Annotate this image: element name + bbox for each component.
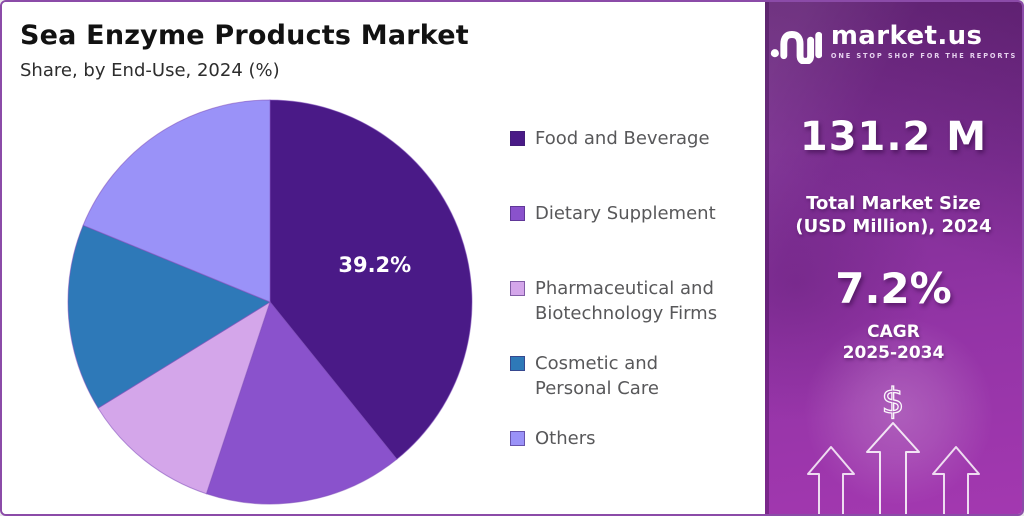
legend-swatch — [510, 356, 525, 371]
legend-label: Dietary Supplement — [535, 203, 716, 224]
pie-slice-4 — [67, 224, 272, 409]
chart-area: Sea Enzyme Products Market Share, by End… — [2, 2, 765, 514]
pie-slice-5 — [82, 99, 271, 303]
cagr-value: 7.2% — [835, 264, 952, 313]
market-size-label-line2: (USD Million), 2024 — [795, 216, 992, 237]
legend-label: Food and Beverage — [535, 128, 710, 149]
brand-text-block: market.us ONE STOP SHOP FOR THE REPORTS — [831, 22, 1017, 60]
marketus-logo-icon — [770, 31, 822, 64]
market-size-value: 131.2 M — [799, 114, 988, 160]
brand-name: market.us — [830, 21, 983, 51]
dollar-icon: $ — [882, 381, 905, 422]
legend-item-3: Pharmaceutical and Biotechnology Firms — [510, 276, 717, 326]
growth-arrows-icon: $ — [807, 380, 980, 514]
brand-logo: market.us ONE STOP SHOP FOR THE REPORTS — [765, 18, 1022, 64]
pie-slice-2 — [205, 300, 398, 505]
page-subtitle: Share, by End-Use, 2024 (%) — [20, 60, 280, 81]
market-size-label: Total Market Size (USD Million), 2024 — [765, 192, 1022, 238]
pie-chart: 39.2% — [67, 99, 473, 505]
pie-data-label: 39.2% — [338, 253, 411, 277]
legend-swatch — [510, 281, 525, 296]
page-title: Sea Enzyme Products Market — [20, 20, 469, 51]
brand-tagline: ONE STOP SHOP FOR THE REPORTS — [830, 52, 1018, 60]
pie-slice-3 — [97, 300, 271, 495]
cagr-label-line2: 2025-2034 — [842, 343, 945, 363]
legend-swatch — [510, 431, 525, 446]
chart-header: Sea Enzyme Products Market Share, by End… — [20, 20, 469, 81]
cagr-label-line1: CAGR — [867, 322, 920, 342]
legend-label: Others — [535, 428, 596, 449]
market-size-label-line1: Total Market Size — [806, 193, 981, 214]
pie-slice-1 — [269, 99, 473, 460]
legend-item-1: Food and Beverage — [510, 126, 710, 151]
legend-label: Pharmaceutical and Biotechnology Firms — [535, 278, 718, 324]
cagr-label: CAGR 2025-2034 — [765, 322, 1022, 364]
legend-item-5: Others — [510, 426, 596, 451]
legend-swatch — [510, 206, 525, 221]
legend-item-2: Dietary Supplement — [510, 201, 716, 226]
brand-sidebar: market.us ONE STOP SHOP FOR THE REPORTS … — [765, 2, 1022, 514]
legend-label: Cosmetic and Personal Care — [535, 353, 659, 399]
legend-item-4: Cosmetic and Personal Care — [510, 351, 659, 401]
legend-swatch — [510, 131, 525, 146]
